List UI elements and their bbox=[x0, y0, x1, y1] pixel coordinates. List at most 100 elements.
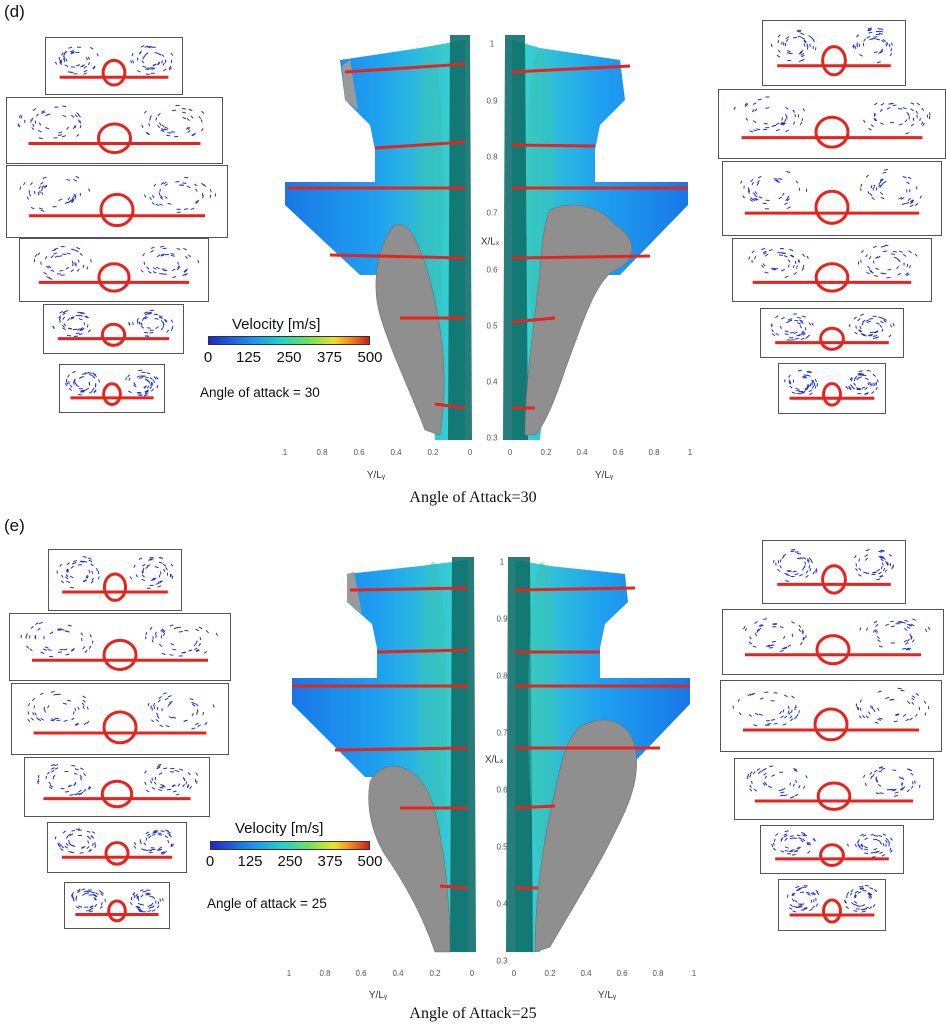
velocity-vector bbox=[70, 586, 75, 589]
velocity-vector bbox=[805, 574, 809, 578]
velocity-vector bbox=[801, 330, 804, 334]
velocity-vector bbox=[185, 255, 188, 259]
fuselage-section bbox=[107, 899, 127, 923]
velocity-vector bbox=[759, 697, 764, 700]
velocity-vector bbox=[879, 556, 884, 560]
velocity-vector bbox=[793, 769, 798, 772]
velocity-vector bbox=[807, 850, 811, 854]
velocity-vector bbox=[872, 373, 876, 377]
velocity-vector bbox=[161, 785, 166, 788]
velocity-vector bbox=[864, 392, 869, 396]
velocity-vector bbox=[784, 275, 789, 278]
velocity-vector bbox=[167, 695, 172, 698]
velocity-vector bbox=[192, 703, 196, 707]
vector-field-slice bbox=[70, 888, 164, 923]
velocity-vector bbox=[92, 66, 96, 70]
velocity-vector bbox=[861, 322, 864, 326]
velocity-vector bbox=[195, 628, 200, 632]
velocity-vector bbox=[50, 769, 55, 773]
angle-of-attack-note: Angle of attack = 30 bbox=[200, 385, 320, 400]
velocity-vector bbox=[79, 120, 82, 124]
velocity-vector bbox=[788, 380, 791, 384]
velocity-vector bbox=[159, 786, 164, 789]
velocity-vector bbox=[72, 561, 77, 565]
velocity-vector bbox=[802, 332, 806, 336]
figure-panel-e: (e) Velocity [m/s] 0 125 250 375 500 Ang… bbox=[0, 512, 946, 1024]
velocity-vector bbox=[790, 709, 793, 713]
velocity-vector bbox=[64, 201, 69, 205]
velocity-vector bbox=[161, 60, 163, 64]
velocity-vector bbox=[773, 722, 778, 725]
velocity-vector bbox=[879, 574, 884, 578]
velocity-vector bbox=[853, 910, 858, 912]
velocity-vector bbox=[171, 784, 176, 787]
velocity-vector bbox=[789, 248, 794, 252]
velocity-vector bbox=[79, 851, 84, 854]
velocity-vector bbox=[775, 315, 779, 319]
velocity-vector bbox=[873, 629, 875, 633]
velocity-vector bbox=[789, 254, 794, 258]
velocity-vector bbox=[754, 108, 758, 112]
velocity-vector bbox=[786, 320, 790, 324]
velocity-vector bbox=[786, 570, 791, 573]
velocity-vector bbox=[801, 834, 806, 837]
velocity-vector bbox=[785, 106, 789, 110]
velocity-vector bbox=[906, 263, 909, 267]
velocity-vector bbox=[70, 565, 74, 569]
velocity-vector bbox=[750, 178, 754, 183]
velocity-vector bbox=[163, 181, 167, 185]
velocity-vector bbox=[808, 322, 812, 326]
x-tick: 0.8 bbox=[652, 969, 664, 978]
velocity-vector bbox=[891, 566, 893, 570]
velocity-vector bbox=[79, 777, 83, 781]
velocity-vector bbox=[756, 128, 761, 131]
velocity-vector bbox=[797, 369, 802, 372]
velocity-vector bbox=[144, 45, 149, 48]
velocity-vector bbox=[786, 195, 790, 199]
velocity-vector bbox=[911, 701, 915, 705]
velocity-vector bbox=[801, 54, 805, 58]
velocity-vector bbox=[27, 711, 30, 715]
velocity-vector bbox=[855, 567, 858, 572]
velocity-vector bbox=[762, 782, 766, 786]
velocity-vector bbox=[64, 576, 69, 580]
velocity-vector bbox=[128, 377, 131, 381]
velocity-vector bbox=[905, 272, 909, 276]
velocity-vector bbox=[182, 776, 185, 781]
velocity-vector bbox=[864, 392, 869, 395]
velocity-vector bbox=[94, 897, 97, 901]
velocity-vector bbox=[67, 374, 70, 378]
velocity-vector bbox=[762, 767, 767, 771]
velocity-vector bbox=[843, 900, 847, 904]
velocity-vector bbox=[93, 897, 97, 901]
velocity-vector bbox=[160, 851, 165, 854]
velocity-vector bbox=[789, 904, 794, 907]
velocity-vector bbox=[760, 624, 764, 628]
velocity-vector bbox=[158, 696, 162, 699]
velocity-vector bbox=[882, 567, 886, 572]
velocity-vector bbox=[188, 649, 193, 652]
velocity-vector bbox=[26, 633, 28, 637]
velocity-vector bbox=[861, 386, 866, 389]
velocity-vector bbox=[879, 179, 884, 182]
velocity-vector bbox=[72, 381, 75, 385]
velocity-vector bbox=[887, 268, 892, 271]
velocity-vector bbox=[865, 174, 869, 178]
velocity-vector bbox=[867, 191, 870, 195]
velocity-vector bbox=[64, 50, 68, 54]
velocity-vector bbox=[156, 715, 160, 719]
velocity-vector bbox=[859, 847, 864, 850]
velocity-vector bbox=[167, 202, 172, 205]
velocity-vector bbox=[138, 51, 142, 55]
velocity-vector bbox=[871, 706, 874, 710]
velocity-vector bbox=[794, 260, 797, 264]
velocity-vector bbox=[775, 122, 780, 126]
velocity-vector bbox=[80, 632, 84, 636]
velocity-vector bbox=[922, 122, 925, 127]
velocity-vector bbox=[860, 844, 864, 848]
velocity-vector bbox=[35, 622, 39, 625]
velocity-vector bbox=[79, 327, 84, 331]
velocity-vector bbox=[783, 694, 788, 698]
velocity-vector bbox=[137, 908, 142, 911]
velocity-vector bbox=[128, 390, 132, 394]
